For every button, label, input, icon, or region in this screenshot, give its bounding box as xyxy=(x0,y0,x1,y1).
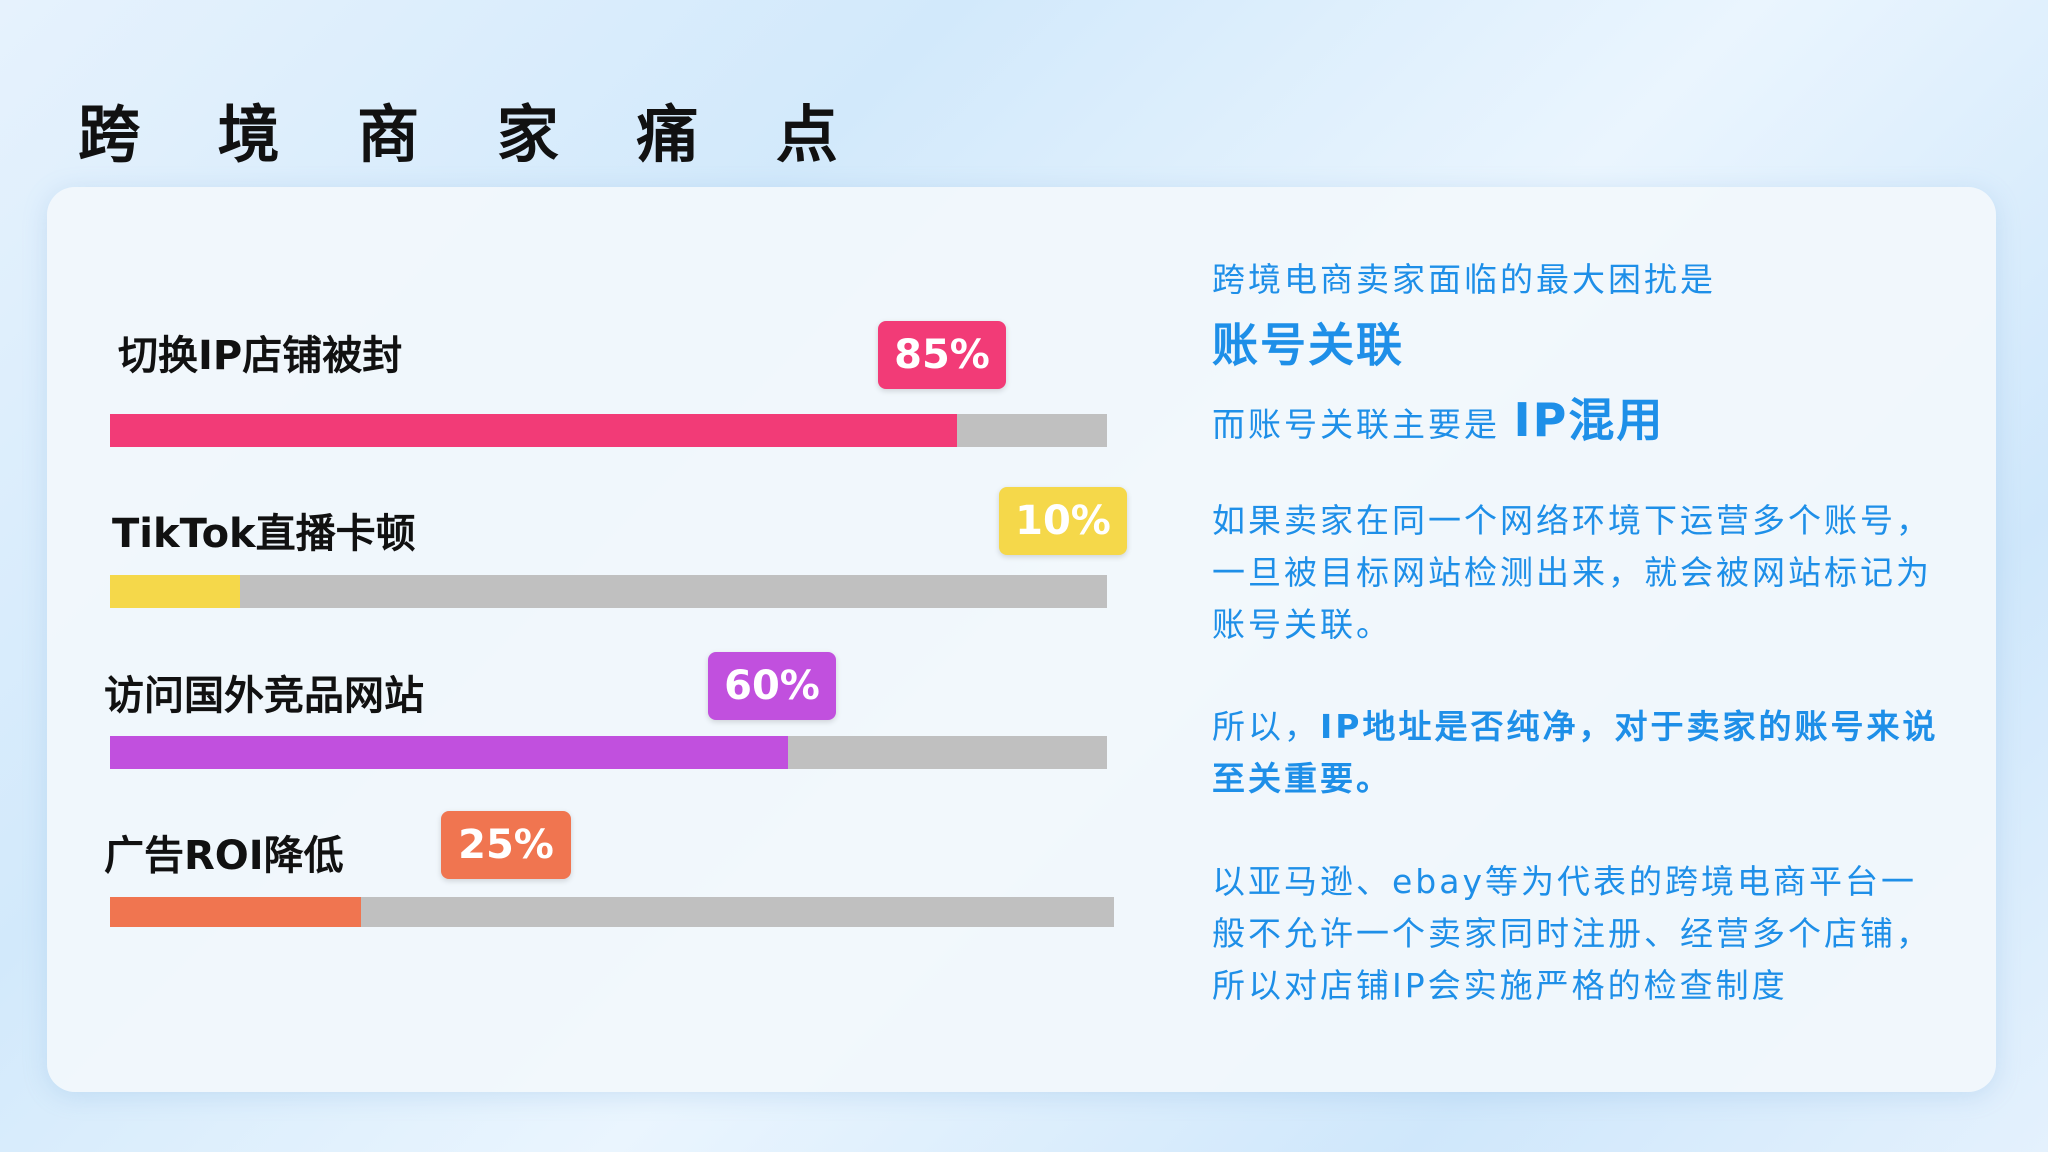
bar-label: 切换IP店铺被封 xyxy=(118,333,403,379)
bar-badge: 10% xyxy=(999,487,1127,555)
bar-badge: 85% xyxy=(878,321,1006,389)
bar-label: TikTok直播卡顿 xyxy=(112,511,416,557)
cause-text: 而账号关联主要是 IP混用 xyxy=(1212,384,1664,450)
highlight-account-association: 账号关联 xyxy=(1212,318,1404,372)
bar-label: 访问国外竞品网站 xyxy=(104,673,424,719)
paragraph-emphasis: 至关重要。 xyxy=(1212,759,1392,798)
bar-label: 广告ROI降低 xyxy=(104,833,344,879)
paragraph-line: 一旦被目标网站检测出来，就会被网站标记为 xyxy=(1212,553,1932,592)
bar-fill xyxy=(110,575,240,608)
bar-track xyxy=(110,736,1107,769)
cause-prefix: 而账号关联主要是 xyxy=(1212,405,1514,444)
paragraph-emphasis: IP地址是否纯净，对于卖家的账号来说 xyxy=(1320,707,1939,746)
paragraph-line: 账号关联。 xyxy=(1212,605,1392,644)
content-card xyxy=(47,187,1996,1092)
bar-fill xyxy=(110,736,788,769)
bar-track xyxy=(110,414,1107,447)
bar-track xyxy=(110,575,1107,608)
page-title: 跨 境 商 家 痛 点 xyxy=(78,98,866,171)
bar-badge: 25% xyxy=(441,811,571,879)
highlight-ip-mixing: IP混用 xyxy=(1513,393,1665,447)
paragraph-line: 如果卖家在同一个网络环境下运营多个账号， xyxy=(1212,501,1932,540)
bar-fill xyxy=(110,897,361,927)
bar-fill xyxy=(110,414,958,447)
paragraph-text: 所以， xyxy=(1212,707,1320,746)
paragraph-line: 所以对店铺IP会实施严格的检查制度 xyxy=(1212,966,1788,1005)
paragraph-3: 以亚马逊、ebay等为代表的跨境电商平台一 般不允许一个卖家同时注册、经营多个店… xyxy=(1212,856,1972,1012)
bar-track xyxy=(110,897,1114,927)
intro-text: 跨境电商卖家面临的最大困扰是 xyxy=(1212,260,1716,299)
paragraph-1: 如果卖家在同一个网络环境下运营多个账号， 一旦被目标网站检测出来，就会被网站标记… xyxy=(1212,495,1972,651)
bar-badge: 60% xyxy=(708,652,836,720)
paragraph-line: 以亚马逊、ebay等为代表的跨境电商平台一 xyxy=(1212,862,1918,901)
paragraph-2: 所以，IP地址是否纯净，对于卖家的账号来说 至关重要。 xyxy=(1212,701,1972,805)
paragraph-line: 般不允许一个卖家同时注册、经营多个店铺， xyxy=(1212,914,1932,953)
